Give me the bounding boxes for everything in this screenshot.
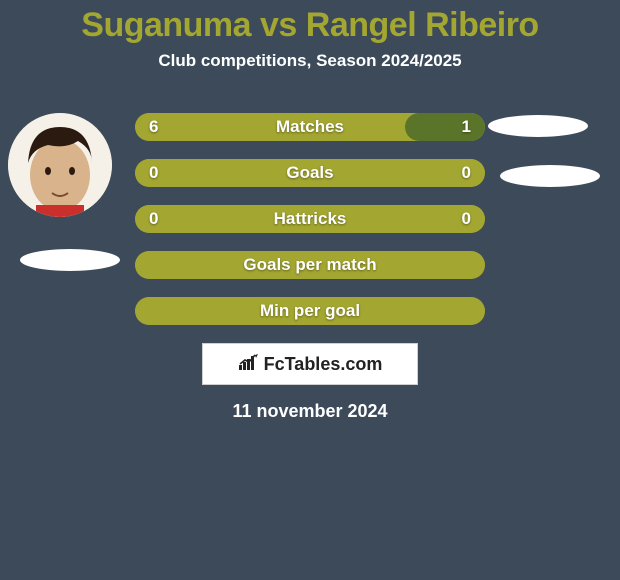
- bar-value-left: 0: [149, 163, 158, 183]
- comparison-panel: Matches61Goals00Hattricks00Goals per mat…: [0, 113, 620, 422]
- bar-value-right: 1: [462, 117, 471, 137]
- placeholder-disc-right-2: [500, 165, 600, 187]
- stat-bars: Matches61Goals00Hattricks00Goals per mat…: [135, 113, 485, 325]
- stat-bar: Goals per match: [135, 251, 485, 279]
- bar-label: Hattricks: [135, 209, 485, 229]
- bar-value-right: 0: [462, 209, 471, 229]
- stat-bar: Min per goal: [135, 297, 485, 325]
- player-left-avatar: [8, 113, 112, 217]
- stat-bar: Goals0 0: [135, 159, 485, 187]
- brand-badge: FcTables.com: [202, 343, 418, 385]
- bar-value-left: 0: [149, 209, 158, 229]
- stat-bar: Matches6 1: [135, 113, 485, 141]
- page-title: Suganuma vs Rangel Ribeiro: [0, 0, 620, 45]
- bar-label: Goals: [135, 163, 485, 183]
- player-face-icon: [8, 113, 112, 217]
- bar-label: Goals per match: [135, 255, 485, 275]
- subtitle: Club competitions, Season 2024/2025: [0, 51, 620, 71]
- stat-bar: Hattricks0 0: [135, 205, 485, 233]
- bar-value-left: 6: [149, 117, 158, 137]
- chart-icon: [238, 353, 260, 376]
- brand-text: FcTables.com: [264, 354, 383, 375]
- bar-label: Matches: [135, 117, 485, 137]
- placeholder-disc-right-1: [488, 115, 588, 137]
- date-text: 11 november 2024: [0, 401, 620, 422]
- bar-label: Min per goal: [135, 301, 485, 321]
- placeholder-disc-left: [20, 249, 120, 271]
- bar-value-right: 0: [462, 163, 471, 183]
